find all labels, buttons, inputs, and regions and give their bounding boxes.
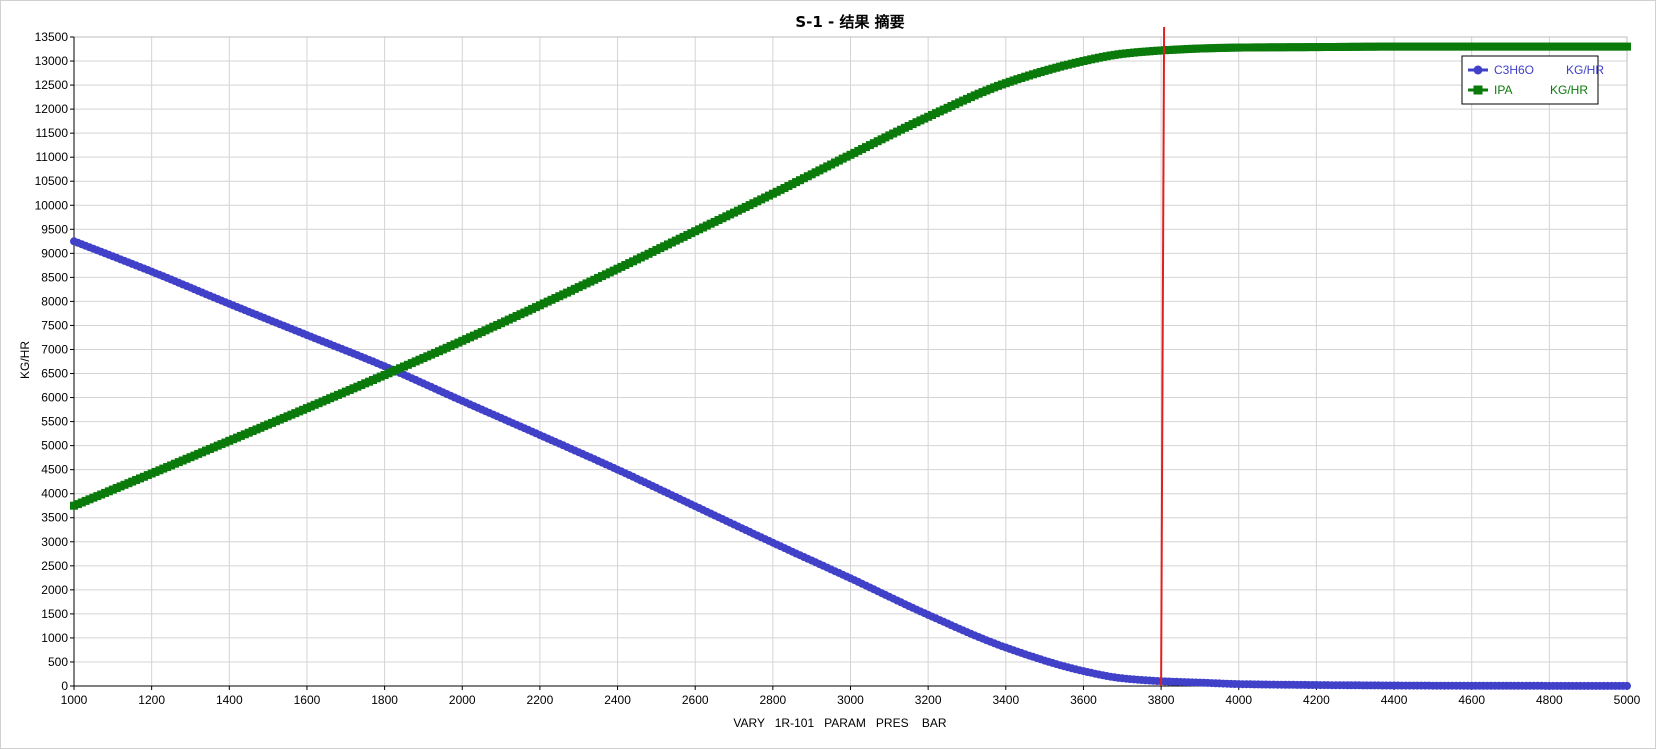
x-tick-label: 2600 <box>682 693 709 707</box>
y-tick-label: 12500 <box>35 78 69 92</box>
x-tick-label: 3600 <box>1070 693 1097 707</box>
legend-marker-c3h6o <box>1473 65 1483 75</box>
y-tick-label: 11500 <box>36 126 69 140</box>
y-tick-label: 6500 <box>41 367 68 381</box>
y-tick-label: 7500 <box>41 318 68 332</box>
y-tick-label: 12000 <box>35 102 69 116</box>
series-c3h6o <box>70 237 1631 690</box>
y-tick-label: 6000 <box>41 391 68 405</box>
y-tick-label: 4500 <box>41 463 68 477</box>
y-tick-label: 0 <box>61 679 68 693</box>
y-tick-label: 13500 <box>35 30 69 44</box>
legend-marker-ipa <box>1473 85 1483 95</box>
y-tick-label: 500 <box>48 655 68 669</box>
x-tick-label: 5000 <box>1614 693 1641 707</box>
x-tick-label: 4200 <box>1303 693 1330 707</box>
y-tick-label: 13000 <box>35 54 69 68</box>
legend-unit-c3h6o: KG/HR <box>1566 63 1604 77</box>
x-tick-label: 4400 <box>1381 693 1408 707</box>
y-tick-label: 2500 <box>41 559 68 573</box>
series-ipa <box>70 42 1631 510</box>
y-tick-label: 5500 <box>41 415 68 429</box>
y-tick-label: 1000 <box>41 631 68 645</box>
legend-item-c3h6o: C3H6O KG/HR <box>1468 63 1604 77</box>
x-tick-label: 3800 <box>1148 693 1175 707</box>
y-tick-label: 7000 <box>41 342 68 356</box>
series-layer <box>70 42 1631 690</box>
y-tick-label: 5000 <box>41 439 68 453</box>
y-tick-label: 8000 <box>41 294 68 308</box>
grid <box>73 36 1628 687</box>
x-tick-label: 3200 <box>915 693 942 707</box>
legend-label-c3h6o: C3H6O <box>1494 63 1534 77</box>
y-tick-label: 9000 <box>41 246 68 260</box>
y-tick-label: 8500 <box>41 270 68 284</box>
legend: C3H6O KG/HR IPA KG/HR <box>1461 55 1604 105</box>
chart-title: S-1 - 结果 摘要 <box>795 13 904 31</box>
y-tick-label: 2000 <box>41 583 68 597</box>
y-tick-label: 10500 <box>35 174 69 188</box>
x-tick-label: 3400 <box>992 693 1019 707</box>
point-c3h6o <box>1623 681 1631 690</box>
x-axis: 1000 1200 1400 1600 1800 2000 2200 2400 2600 2800… <box>61 685 1641 707</box>
point-ipa <box>1623 42 1631 51</box>
x-tick-label: 2200 <box>527 693 554 707</box>
legend-box <box>1461 55 1599 105</box>
legend-label-ipa: IPA <box>1494 83 1512 97</box>
x-tick-label: 1800 <box>371 693 398 707</box>
x-tick-label: 4800 <box>1536 693 1563 707</box>
x-tick-label: 2000 <box>449 693 476 707</box>
x-tick-label: 4000 <box>1225 693 1252 707</box>
y-tick-label: 9500 <box>41 222 68 236</box>
y-tick-label: 10000 <box>35 198 69 212</box>
y-tick-label: 11000 <box>36 150 69 164</box>
x-tick-label: 1600 <box>294 693 321 707</box>
x-tick-label: 2400 <box>604 693 631 707</box>
x-tick-label: 1000 <box>61 693 88 707</box>
y-tick-label: 3500 <box>41 511 68 525</box>
x-tick-label: 4600 <box>1458 693 1485 707</box>
y-tick-label: 1500 <box>41 607 68 621</box>
legend-unit-ipa: KG/HR <box>1550 83 1588 97</box>
x-tick-label: 2800 <box>759 693 786 707</box>
y-tick-label: 4000 <box>41 487 68 501</box>
vertical-marker-line[interactable] <box>1160 26 1166 687</box>
legend-item-ipa: IPA KG/HR <box>1468 83 1588 97</box>
y-tick-label: 3000 <box>41 535 68 549</box>
y-axis: 0 500 1000 1500 2000 2500 3000 3500 4000 4500 5000… <box>35 30 75 693</box>
x-tick-label: 1400 <box>216 693 243 707</box>
x-axis-title: VARY 1R-101 PARAM PRES BAR <box>733 716 947 730</box>
x-tick-label: 3000 <box>837 693 864 707</box>
x-tick-label: 1200 <box>138 693 165 707</box>
y-axis-title: KG/HR <box>18 341 32 379</box>
